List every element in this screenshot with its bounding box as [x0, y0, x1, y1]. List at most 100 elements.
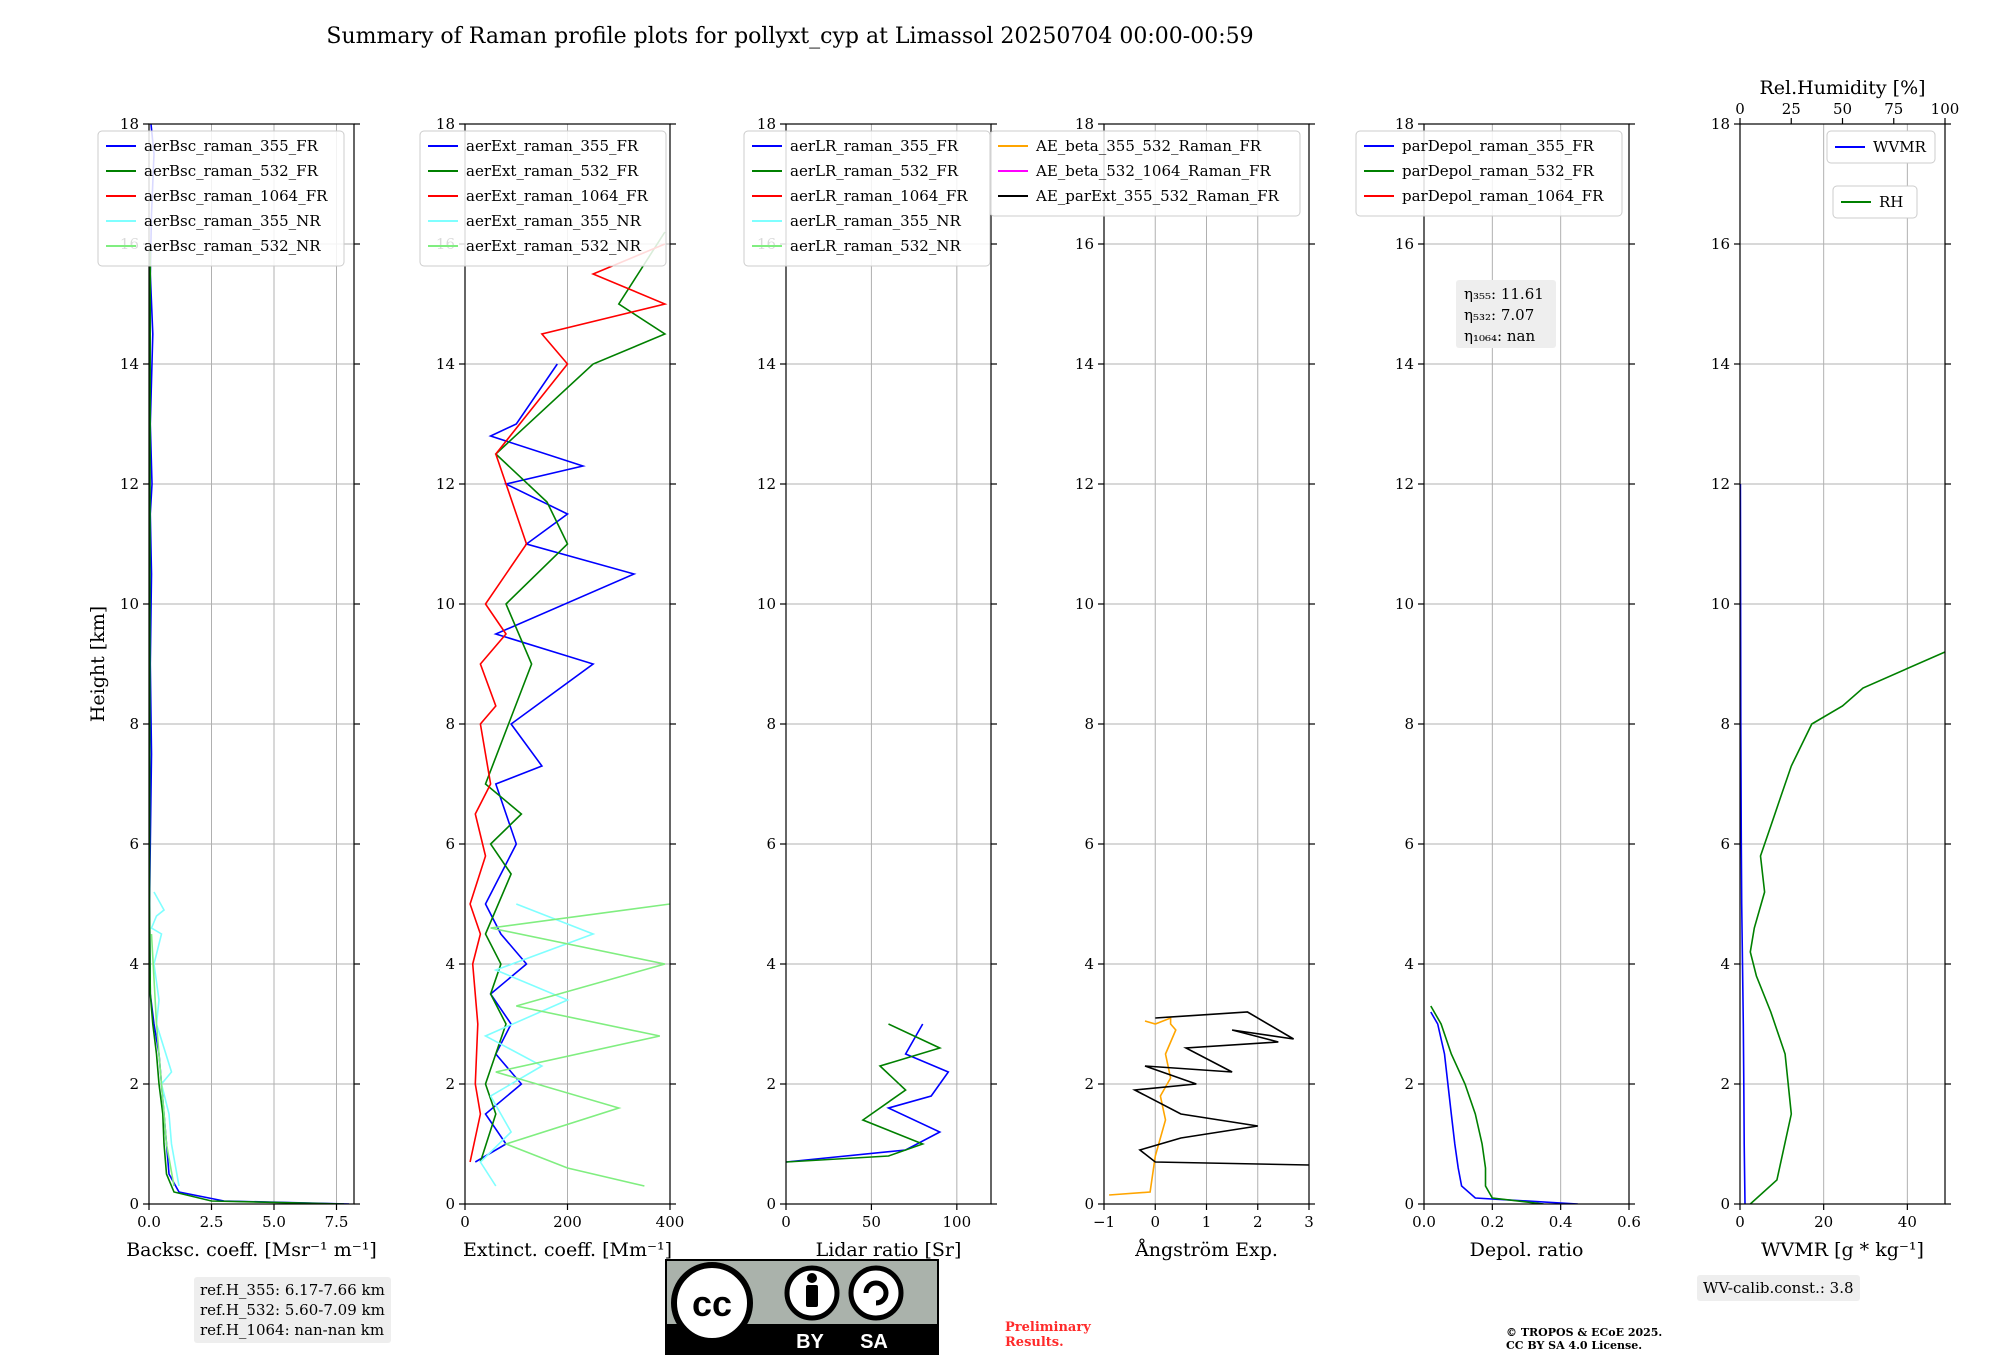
y-tick-label: 10 [1711, 595, 1730, 613]
legend-label: aerBsc_raman_532_NR [144, 237, 321, 255]
reference-height-box: ref.H_355: 6.17-7.66 km ref.H_532: 5.60-… [194, 1277, 391, 1343]
y-tick-label: 8 [1404, 715, 1414, 733]
x-tick-label: 0 [781, 1213, 791, 1231]
top-x-tick-label: 0 [1735, 100, 1745, 118]
y-tick-label: 10 [757, 595, 776, 613]
x-axis-label: Lidar ratio [Sr] [816, 1239, 962, 1261]
y-tick-label: 18 [1711, 115, 1730, 133]
legend: aerExt_raman_355_FR aerExt_raman_532_FRae… [419, 130, 667, 267]
top-x-tick-label: 50 [1833, 100, 1852, 118]
x-tick-label: 0.0 [137, 1213, 161, 1231]
y-tick-label: 16 [1711, 235, 1730, 253]
top-x-axis-label: Rel.Humidity [%] [1759, 77, 1925, 99]
y-tick-label: 14 [1075, 355, 1094, 373]
top-x-tick-label: 100 [1931, 100, 1960, 118]
y-tick-label: 14 [1395, 355, 1414, 373]
legend-box [419, 130, 667, 267]
series-line-aerLR_raman_355_FR [786, 1023, 950, 1163]
legend: aerBsc_raman_355_FR aerBsc_raman_532_FRae… [97, 130, 345, 267]
panel-extinction: 0246810121416180200400Extinct. coeff. [M… [419, 115, 684, 1261]
y-tick-label: 14 [436, 355, 455, 373]
sa-share-icon [848, 1265, 904, 1321]
y-tick-label: 2 [766, 1075, 776, 1093]
legend-label: aerLR_raman_355_NR [790, 212, 961, 230]
y-tick-label: 12 [757, 475, 776, 493]
y-axis-label: Height [km] [87, 606, 109, 722]
data-layer [1430, 1005, 1578, 1204]
y-tick-label: 18 [1075, 115, 1094, 133]
y-tick-label: 18 [120, 115, 139, 133]
legend-box [989, 130, 1301, 217]
x-tick-label: 100 [943, 1213, 972, 1231]
y-tick-label: 6 [129, 835, 139, 853]
ref-height-355: ref.H_355: 6.17-7.66 km [200, 1281, 385, 1299]
legend-label: parDepol_raman_532_FR [1402, 162, 1595, 180]
y-tick-label: 10 [1075, 595, 1094, 613]
y-tick-label: 10 [1395, 595, 1414, 613]
copyright-line-2: CC BY SA 4.0 License. [1506, 1339, 1643, 1352]
legend-wvmr: WVMR [1826, 130, 1936, 164]
series-line-aerBsc_raman_355_FR [149, 124, 350, 1204]
legend-label: aerExt_raman_532_FR [466, 162, 639, 180]
legend-label: RH [1879, 193, 1903, 211]
y-tick-label: 4 [129, 955, 139, 973]
legend-label: aerLR_raman_1064_FR [790, 187, 968, 205]
x-tick-label: 0.6 [1617, 1213, 1641, 1231]
series-line-aerLR_raman_532_FR [786, 1023, 943, 1163]
x-tick-label: 0.2 [1480, 1213, 1504, 1231]
y-tick-label: 2 [445, 1075, 455, 1093]
legend-box [97, 130, 345, 267]
y-tick-label: 8 [445, 715, 455, 733]
legend-label: AE_beta_532_1064_Raman_FR [1035, 162, 1271, 180]
y-tick-label: 8 [1084, 715, 1094, 733]
series-line-parDepol_raman_532_FR [1430, 1005, 1544, 1204]
y-tick-label: 4 [766, 955, 776, 973]
x-tick-label: 0 [460, 1213, 470, 1231]
x-tick-label: 2 [1253, 1213, 1263, 1231]
cc-sa-label: SA [860, 1331, 888, 1353]
y-tick-label: 10 [120, 595, 139, 613]
series-line-AE_parExt_355_532_Raman_FR [1132, 1011, 1309, 1166]
x-tick-label: 200 [553, 1213, 582, 1231]
cc-license-badge: cc BY SA [665, 1259, 939, 1355]
x-axis-label: WVMR [g * kg⁻¹] [1761, 1239, 1924, 1261]
legend-label: parDepol_raman_1064_FR [1402, 187, 1604, 205]
y-tick-label: 14 [120, 355, 139, 373]
figure-title: Summary of Raman profile plots for polly… [326, 24, 1253, 49]
legend-label: AE_beta_355_532_Raman_FR [1035, 137, 1262, 155]
x-tick-label: 5.0 [262, 1213, 286, 1231]
legend-label: aerExt_raman_1064_FR [466, 187, 648, 205]
top-x-tick-label: 75 [1884, 100, 1903, 118]
annotation-box [1456, 280, 1556, 348]
legend-box [1832, 185, 1918, 219]
wv-calibration-box: WV-calib.const.: 3.8 [1697, 1275, 1860, 1301]
eta-annotation: η₃₅₅: 11.61 η₅₃₂: 7.07 η₁₀₆₄: nan [1456, 280, 1556, 348]
series-line-aerExt_raman_355_NR [479, 903, 596, 1187]
y-tick-label: 0 [766, 1195, 776, 1213]
data-layer [1740, 483, 1945, 1204]
annotation-line: η₃₅₅: 11.61 [1464, 285, 1544, 303]
annotation-line: η₁₀₆₄: nan [1464, 327, 1535, 345]
y-tick-label: 12 [1075, 475, 1094, 493]
y-tick-label: 8 [766, 715, 776, 733]
x-axis-label: Ångström Exp. [1134, 1239, 1278, 1261]
x-axis-label: Backsc. coeff. [Msr⁻¹ m⁻¹] [126, 1239, 377, 1261]
legend-label: AE_parExt_355_532_Raman_FR [1035, 187, 1280, 205]
legend: AE_beta_355_532_Raman_FR AE_beta_532_1064… [989, 130, 1301, 217]
y-tick-label: 2 [1084, 1075, 1094, 1093]
axes-frame [1739, 123, 1946, 1205]
y-tick-label: 6 [766, 835, 776, 853]
series-line-parDepol_raman_355_FR [1430, 1011, 1578, 1204]
y-tick-label: 4 [445, 955, 455, 973]
legend-box [1355, 130, 1623, 217]
y-tick-label: 0 [1404, 1195, 1414, 1213]
x-tick-label: 1 [1202, 1213, 1212, 1231]
y-tick-label: 0 [129, 1195, 139, 1213]
y-tick-label: 12 [120, 475, 139, 493]
legend-label: aerExt_raman_355_NR [466, 212, 642, 230]
legend-label: parDepol_raman_355_FR [1402, 137, 1595, 155]
y-tick-label: 14 [1711, 355, 1730, 373]
legend-label: aerBsc_raman_1064_FR [144, 187, 328, 205]
